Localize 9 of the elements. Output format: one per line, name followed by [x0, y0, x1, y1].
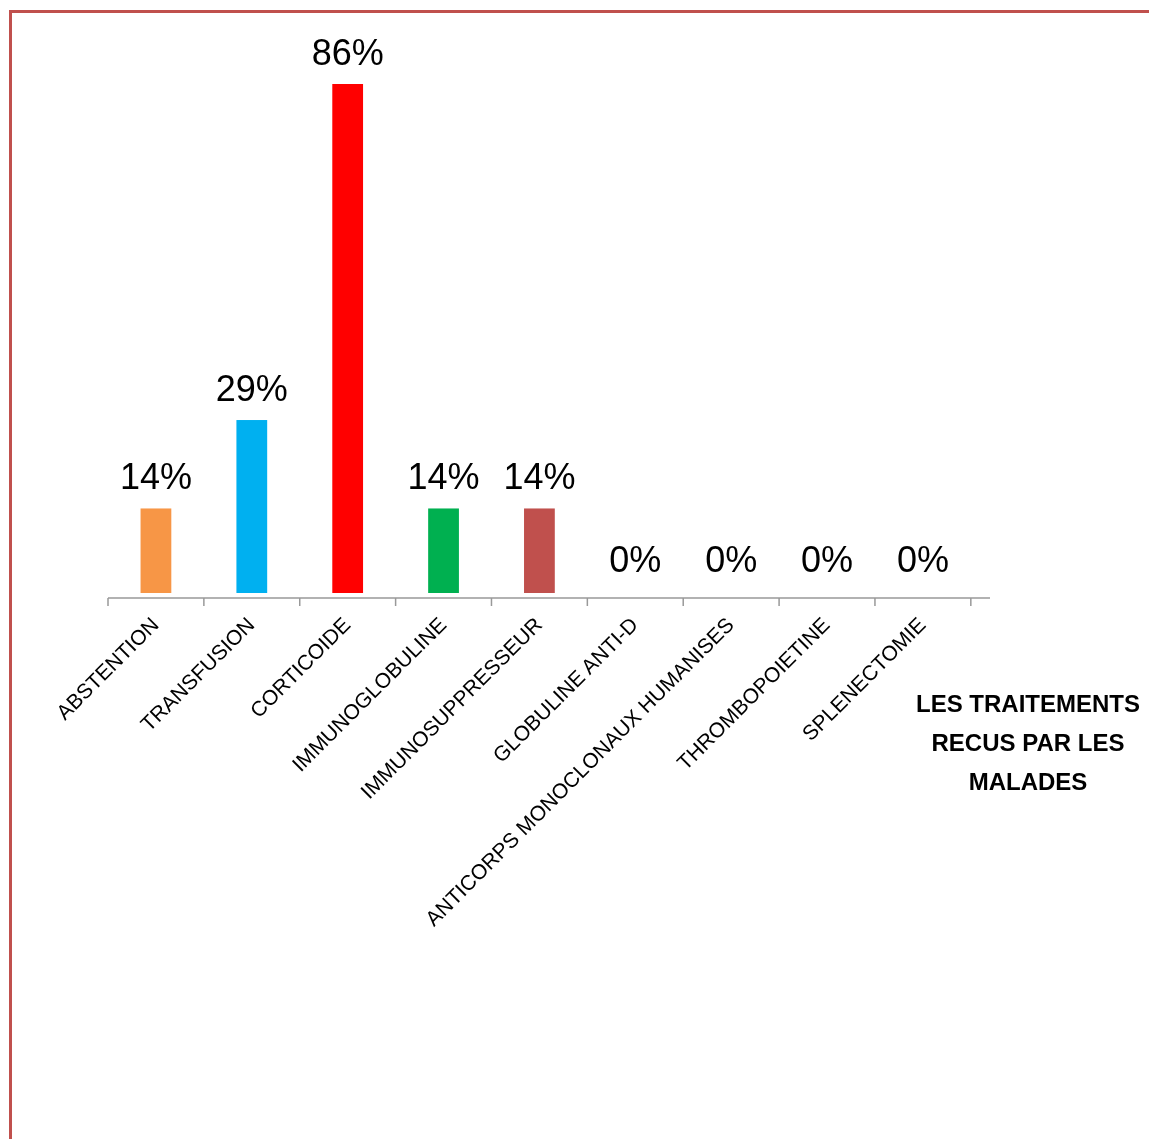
data-label: 14%: [503, 456, 576, 498]
data-label: 0%: [609, 539, 662, 580]
data-label: 0%: [896, 539, 949, 580]
data-label: 0%: [705, 539, 758, 580]
data-label: 0%: [801, 539, 854, 580]
data-label: 14%: [119, 456, 192, 498]
data-label: 86%: [311, 32, 384, 73]
data-label: 14%: [407, 456, 480, 498]
data-label: 29%: [215, 368, 288, 410]
